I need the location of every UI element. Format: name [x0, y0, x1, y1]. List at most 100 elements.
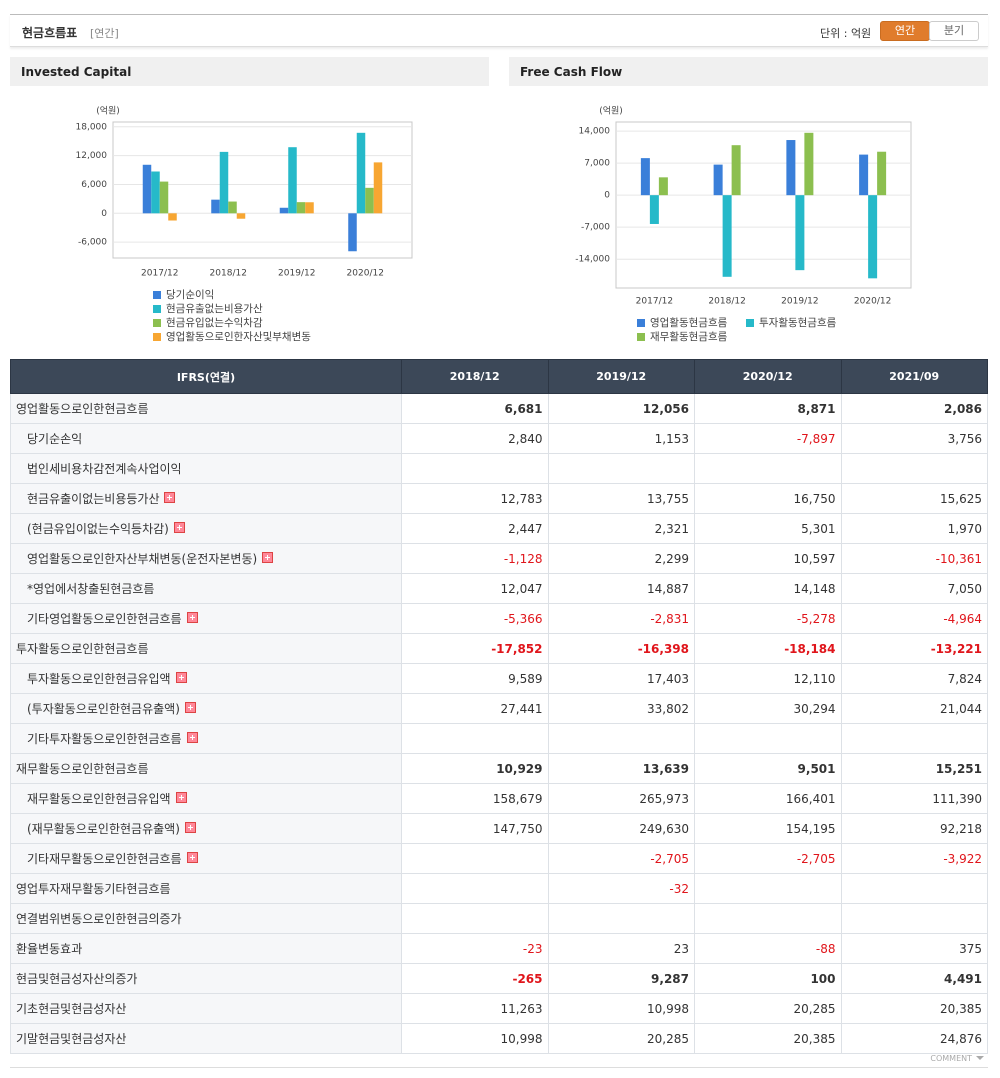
legend-label: 재무활동현금흐름 [650, 330, 728, 343]
value-cell [840, 903, 988, 934]
value-cell: -32 [547, 873, 695, 904]
value-cell: 11,263 [401, 993, 549, 1024]
footer: COMMENT [10, 1050, 988, 1068]
row-label-cell: (현금유입이없는수익등차감) [10, 513, 402, 544]
value-cell: 9,287 [547, 963, 695, 994]
value-cell: 20,385 [840, 993, 988, 1024]
value-cell [401, 873, 549, 904]
expand-button[interactable] [184, 702, 196, 713]
row-label: (투자활동으로인한현금유출액) [27, 702, 180, 716]
row-label: (재무활동으로인한현금유출액) [27, 822, 180, 836]
header-cell: 2021/09 [840, 359, 988, 394]
plot-area [615, 121, 912, 289]
row-label: (현금유입이없는수익등차감) [27, 522, 169, 536]
value-cell: -2,831 [547, 603, 695, 634]
bar [722, 195, 732, 277]
legend-swatch [153, 305, 161, 313]
value-cell: 154,195 [694, 813, 842, 844]
row-label: 영업활동으로인한현금흐름 [16, 402, 149, 416]
bar [356, 132, 366, 214]
table-row: 기타재무활동으로인한현금흐름 -2,705 -2,705 -3,922 [10, 843, 988, 874]
row-label-cell: 법인세비용차감전계속사업이익 [10, 453, 402, 484]
value-cell: 27,441 [401, 693, 549, 724]
expand-button[interactable] [186, 852, 198, 863]
row-label-cell: 현금및현금성자산의증가 [10, 963, 402, 994]
bar [373, 162, 383, 214]
bar [786, 140, 796, 196]
legend-label: 당기순이익 [166, 289, 214, 301]
expand-button[interactable] [164, 492, 176, 503]
expand-button[interactable] [175, 672, 187, 683]
bar [804, 132, 814, 196]
y-tick-label: 7,000 [584, 159, 610, 169]
chart: (억원) 14,000 7,000 0 -7,000 -14,000 2017/12 2018… [575, 105, 912, 343]
x-tick-label: 2017/12 [636, 297, 673, 307]
value-cell [401, 843, 549, 874]
legend-swatch [153, 319, 161, 327]
bar [142, 164, 152, 214]
value-cell [547, 723, 695, 754]
table-row: *영업에서창출된현금흐름 12,047 14,887 14,148 7,050 [10, 573, 988, 604]
bar [868, 195, 878, 279]
row-label-cell: 영업활동으로인한자산부채변동(운전자본변동) [10, 543, 402, 574]
expand-button[interactable] [262, 552, 274, 563]
row-label-cell: (재무활동으로인한현금유출액) [10, 813, 402, 844]
table-row: 당기순손익 2,840 1,153 -7,897 3,756 [10, 423, 988, 454]
value-cell: 265,973 [547, 783, 695, 814]
bar [296, 202, 306, 214]
table-row: 현금유출이없는비용등가산 12,783 13,755 16,750 15,625 [10, 483, 988, 514]
y-tick-label: 14,000 [579, 127, 611, 137]
row-label: 법인세비용차감전계속사업이익 [27, 462, 182, 476]
value-cell: 14,148 [694, 573, 842, 604]
row-label-cell: 현금유출이없는비용등가산 [10, 483, 402, 514]
expand-button[interactable] [173, 522, 185, 533]
bar [211, 199, 220, 214]
value-cell [401, 723, 549, 754]
value-cell: 10,998 [401, 1023, 549, 1054]
row-label-cell: 투자활동으로인한현금유입액 [10, 663, 402, 694]
value-cell: -7,897 [694, 423, 842, 454]
value-cell: 2,447 [401, 513, 549, 544]
expand-button[interactable] [186, 612, 198, 623]
legend-swatch [153, 291, 161, 299]
value-cell: 15,625 [840, 483, 988, 514]
annual-tab[interactable]: 연간 [880, 21, 930, 41]
value-cell [401, 903, 549, 934]
expand-button[interactable] [184, 822, 196, 833]
quarter-tab[interactable]: 분기 [929, 21, 979, 41]
bar [219, 151, 229, 214]
table-row: 기말현금및현금성자산 10,998 20,285 20,385 24,876 [10, 1023, 988, 1054]
value-cell: -88 [694, 933, 842, 964]
bar [795, 195, 805, 271]
table-row: 기타영업활동으로인한현금흐름 -5,366 -2,831 -5,278 -4,964 [10, 603, 988, 634]
value-cell: 2,299 [547, 543, 695, 574]
expand-button[interactable] [186, 732, 198, 743]
table-row: 영업투자재무활동기타현금흐름 -32 [10, 873, 988, 904]
row-label: 기타투자활동으로인한현금흐름 [27, 732, 182, 746]
expand-button[interactable] [175, 792, 187, 803]
row-label: 투자활동으로인한현금흐름 [16, 642, 149, 656]
value-cell: 24,876 [840, 1023, 988, 1054]
cash-flow-table: IFRS(연결) 2018/12 2019/12 2020/12 2021/09 영업활동… [10, 359, 988, 1054]
value-cell: 12,056 [547, 393, 695, 424]
row-label: 재무활동으로인한현금유입액 [27, 792, 171, 806]
table-row: 현금및현금성자산의증가 -265 9,287 100 4,491 [10, 963, 988, 994]
table-row: 연결범위변동으로인한현금의증가 [10, 903, 988, 934]
row-label: 당기순손익 [27, 432, 83, 446]
row-label: *영업에서창출된현금흐름 [27, 582, 155, 596]
value-cell: 12,110 [694, 663, 842, 694]
x-tick-label: 2020/12 [854, 297, 891, 307]
y-tick-label: 0 [604, 191, 610, 201]
row-label-cell: 당기순손익 [10, 423, 402, 454]
value-cell: -23 [401, 933, 549, 964]
legend-label: 투자활동현금흐름 [759, 316, 837, 329]
value-cell [547, 903, 695, 934]
comment-link[interactable]: COMMENT [930, 1054, 972, 1063]
panel-title: Invested Capital [10, 57, 489, 86]
value-cell: 20,385 [694, 1023, 842, 1054]
value-cell: 2,840 [401, 423, 549, 454]
row-label-cell: 영업활동으로인한현금흐름 [10, 393, 402, 424]
value-cell: 20,285 [547, 1023, 695, 1054]
value-cell: 10,998 [547, 993, 695, 1024]
value-cell: 111,390 [840, 783, 988, 814]
